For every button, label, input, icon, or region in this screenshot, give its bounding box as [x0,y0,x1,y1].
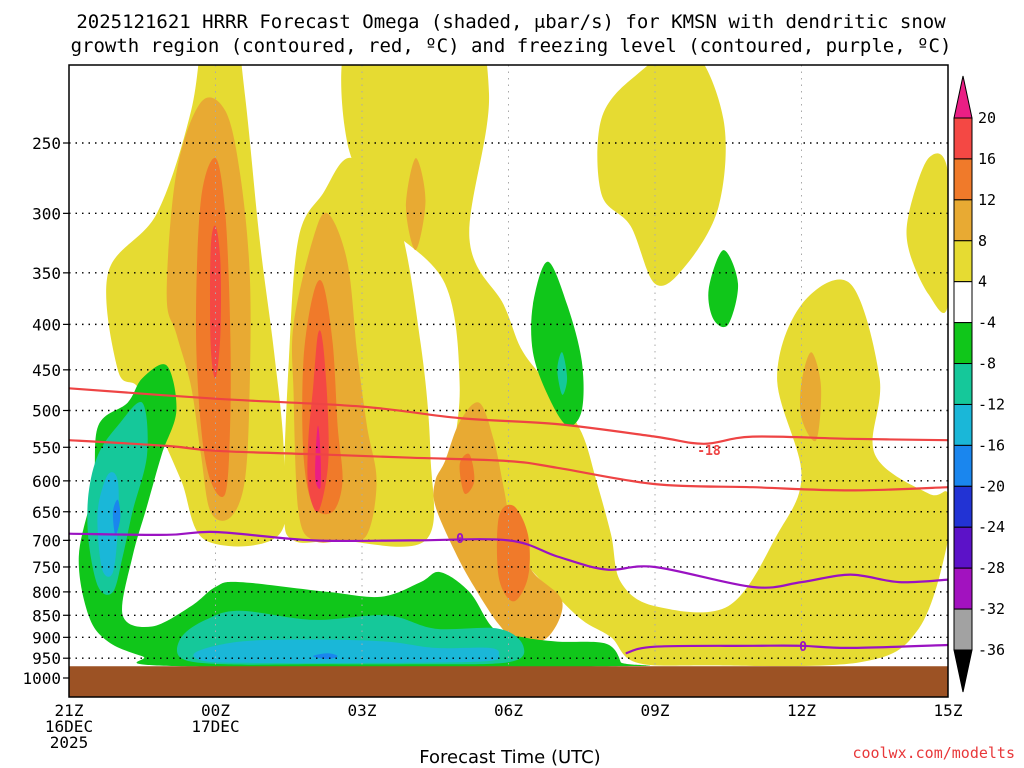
colorbar-bin-5 [953,281,973,324]
omega-region-24 [193,639,500,664]
isotherm-label-minus18: -18 [697,444,721,459]
colorbar-label-12: -32 [978,600,1005,618]
y-tick-label-500: 500 [32,402,61,421]
y-tick-label-950: 950 [32,649,61,668]
colorbar-label-7: -12 [978,395,1005,413]
x-tick-label-15-0: 12Z [787,701,816,720]
chart-title-line-1: 2025121621 HRRR Forecast Omega (shaded, … [76,11,946,33]
colorbar-label-1: 16 [978,150,996,168]
isotherm-label-zero-upper: 0 [456,532,464,547]
colorbar-bin-12 [953,567,973,610]
plot-frame [68,64,949,698]
omega-region-25 [313,653,338,659]
omega-region-8 [799,352,822,442]
y-tick-label-550: 550 [32,438,61,457]
x-tick-label-0-0: 21Z [55,701,84,720]
colorbar-label-13: -36 [978,641,1005,659]
y-tick-label-400: 400 [32,315,61,334]
x-axis-label: Forecast Time (UTC) [419,747,600,768]
x-tick-label-3-1: 17DEC [191,717,239,736]
omega-region-17 [78,364,651,668]
credit-text: coolwx.com/modelts [852,744,1015,762]
omega-region-9 [405,158,426,251]
colorbar-label-5: -4 [978,314,996,332]
colorbar-bin-8 [953,403,973,446]
isotherm-label-zero-lower: 0 [799,640,807,655]
y-tick-label-850: 850 [32,606,61,625]
x-tick-label-0-2: 2025 [50,733,89,752]
x-tick-label-3-0: 00Z [201,701,230,720]
omega-region-23 [97,472,119,577]
y-tick-label-750: 750 [32,558,61,577]
y-tick-label-800: 800 [32,583,61,602]
contour-line-2 [69,530,948,589]
y-tick-label-650: 650 [32,503,61,522]
omega-region-12 [496,504,530,602]
omega-region-19 [708,250,739,328]
isotherm-labels: -18 0 0 [456,444,807,655]
colorbar-label-9: -20 [978,477,1005,495]
y-tick-label-1000: 1000 [22,669,61,688]
colorbar-bin-11 [953,526,973,569]
omega-region-16 [315,425,321,489]
y-tick-label-250: 250 [32,134,61,153]
colorbar-label-0: 20 [978,109,996,127]
colorbar-bin-3 [953,199,973,242]
colorbar-label-3: 8 [978,232,987,250]
x-tick-label-18-0: 15Z [934,701,963,720]
y-tick-label-900: 900 [32,628,61,647]
grid-lines [69,65,948,697]
pressure-axis: 250 300 350 400 450 500 550 600 650 700 750 800 850 9… [22,134,69,688]
colorbar-bin-7 [953,363,973,405]
chart-title-line-2: growth region (contoured, red, ºC) and f… [71,35,952,57]
omega-region-26 [112,499,121,535]
colorbar: 20 16 12 8 4 -4 -8 -12 -16 -20 -24 -28 -32 -36 [953,75,1005,693]
colorbar-bin-9 [953,444,973,487]
colorbar-cap-top [953,75,973,119]
omega-region-18 [531,261,584,427]
colorbar-cap-bottom [953,649,973,693]
omega-region-22 [557,352,568,395]
y-tick-label-350: 350 [32,264,61,283]
colorbar-bin-4 [953,240,973,283]
contour-line-3 [625,643,948,655]
colorbar-label-2: 12 [978,191,996,209]
omega-region-13 [459,453,475,495]
contour-line-1 [69,387,948,445]
y-tick-label-700: 700 [32,531,61,550]
colorbar-label-8: -16 [978,436,1005,454]
colorbar-bin-13 [953,608,973,651]
omega-region-4 [906,153,948,313]
colorbar-bin-10 [953,485,973,528]
omega-region-15 [307,330,329,513]
y-tick-label-300: 300 [32,204,61,223]
x-tick-label-9-0: 06Z [494,701,523,720]
colorbar-bin-1 [953,117,973,160]
surface-ground [69,666,948,697]
y-tick-label-600: 600 [32,472,61,491]
y-tick-label-450: 450 [32,361,61,380]
colorbar-label-10: -24 [978,518,1005,536]
colorbar-label-4: 4 [978,273,987,291]
colorbar-bin-2 [953,158,973,201]
isotherm-contours [69,387,948,655]
x-tick-label-12-0: 09Z [641,701,670,720]
omega-region-14 [210,225,221,379]
colorbar-label-6: -8 [978,355,996,373]
x-tick-label-0-1: 16DEC [45,717,93,736]
omega-region-3 [597,65,726,286]
x-tick-label-6-0: 03Z [348,701,377,720]
omega-shading [78,65,948,668]
colorbar-bin-6 [953,322,973,365]
contour-line-0 [69,439,948,492]
colorbar-label-11: -28 [978,559,1005,577]
